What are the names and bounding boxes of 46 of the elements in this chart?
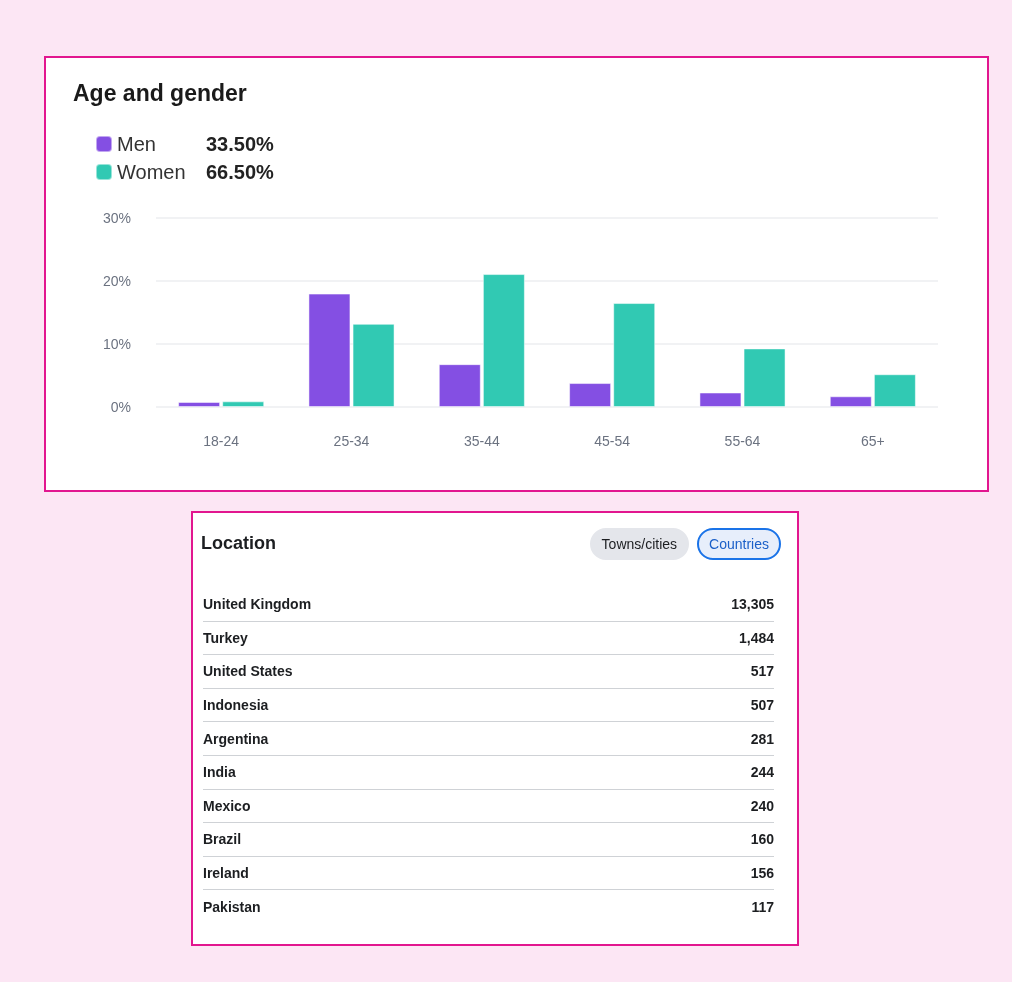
text: 13,305 [731, 596, 774, 613]
legend-label: Men [117, 133, 156, 155]
x-tick-label: 55-64 [724, 433, 761, 449]
text: 156 [750, 865, 774, 882]
text: 1,484 [738, 629, 774, 646]
category-label: India [203, 764, 236, 781]
bar [569, 383, 612, 407]
category-label: Turkey [203, 629, 248, 646]
text: 507 [750, 697, 774, 714]
y-tick-label: 30% [102, 210, 131, 226]
text: 33.50% [206, 133, 275, 155]
bar [438, 364, 481, 407]
x-tick-label: 25-34 [333, 433, 370, 449]
category-label: Argentina [203, 730, 269, 747]
x-tick-label: 65+ [860, 433, 885, 449]
category-label: United States [203, 663, 293, 680]
y-tick-label: 20% [102, 273, 131, 289]
category-label: Pakistan [203, 899, 261, 916]
bar [222, 401, 265, 407]
text: 240 [750, 797, 774, 814]
pill-button: Towns/cities [589, 528, 690, 560]
category-label: Ireland [203, 865, 249, 882]
bar [829, 396, 872, 407]
text: 66.50% [206, 161, 275, 183]
bar [178, 401, 221, 407]
legend-label: Women [117, 161, 186, 183]
x-tick-label: 45-54 [594, 433, 631, 449]
text: 517 [750, 663, 774, 680]
category-label: United Kingdom [203, 596, 312, 613]
bar [873, 374, 916, 407]
y-tick-label: 10% [102, 336, 131, 352]
bar [482, 274, 525, 407]
text: 160 [750, 831, 774, 848]
bar [613, 303, 656, 407]
pill-button: Countries [697, 528, 781, 560]
y-tick-label: 0% [110, 399, 131, 415]
text: Location [201, 533, 276, 554]
x-tick-label: 18-24 [203, 433, 240, 449]
category-label: Brazil [203, 831, 242, 848]
chart-title: Age and gender [73, 79, 247, 106]
category-label: Mexico [203, 797, 251, 814]
x-tick-label: 35-44 [463, 433, 500, 449]
text: 244 [750, 764, 774, 781]
text: 281 [750, 730, 774, 747]
text: 117 [751, 899, 774, 916]
category-label: Indonesia [203, 697, 269, 714]
